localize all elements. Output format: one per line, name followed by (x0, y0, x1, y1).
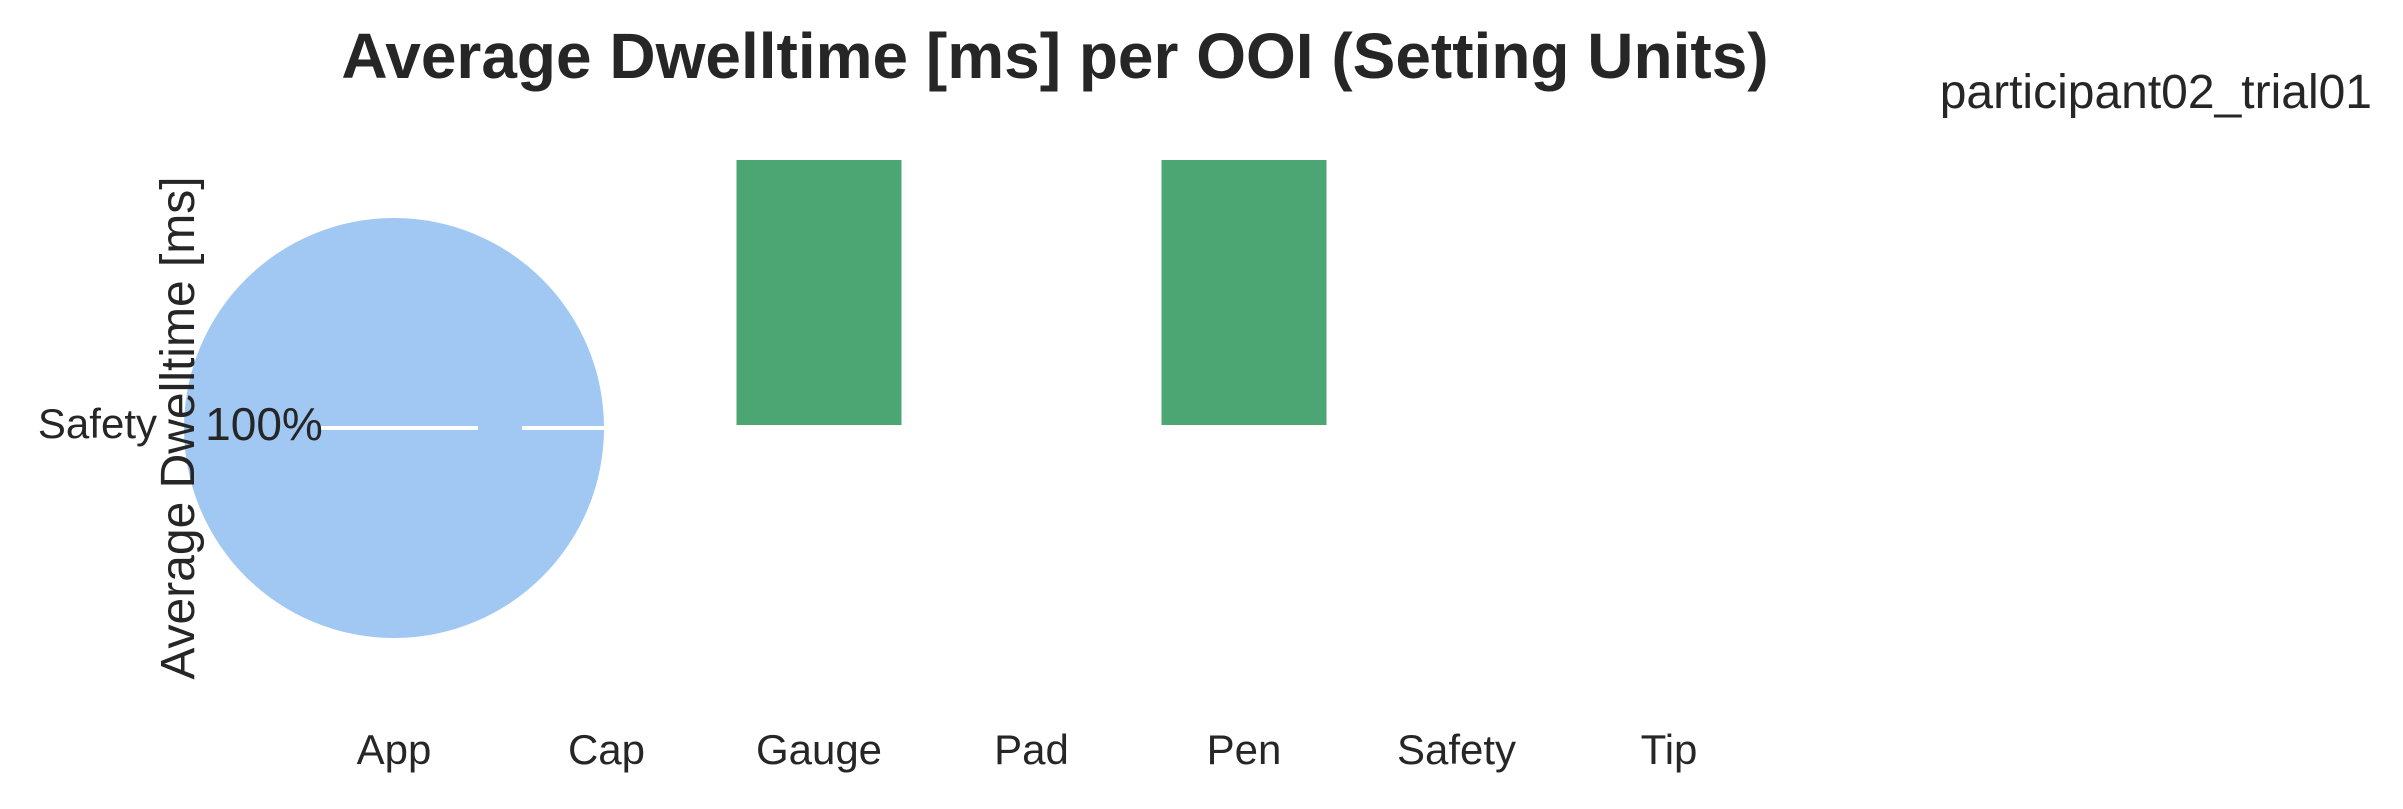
pie-slice-label: Safety (38, 400, 157, 447)
x-tick-label-tip: Tip (1641, 726, 1698, 773)
pie-layer (184, 218, 604, 638)
x-tick-label-pen: Pen (1207, 726, 1282, 773)
bars-layer (736, 160, 1327, 425)
bar-gauge (736, 160, 902, 425)
x-tick-label-safety: Safety (1397, 726, 1516, 773)
x-tick-label-pad: Pad (994, 726, 1069, 773)
x-ticks-layer: App Cap Gauge Pad Pen Safety Tip (357, 726, 1698, 773)
x-tick-label-cap: Cap (568, 726, 645, 773)
figure-suptitle: participant02_trial01 (1940, 66, 2372, 119)
bar-pen (1161, 160, 1327, 425)
x-tick-label-gauge: Gauge (756, 726, 882, 773)
y-axis-label: Average Dwelltime [ms] (152, 176, 205, 679)
pie-slice-percentage: 100% (205, 398, 323, 450)
chart-title: Average Dwelltime [ms] per OOI (Setting … (341, 20, 1768, 92)
x-tick-label-app: App (357, 726, 432, 773)
